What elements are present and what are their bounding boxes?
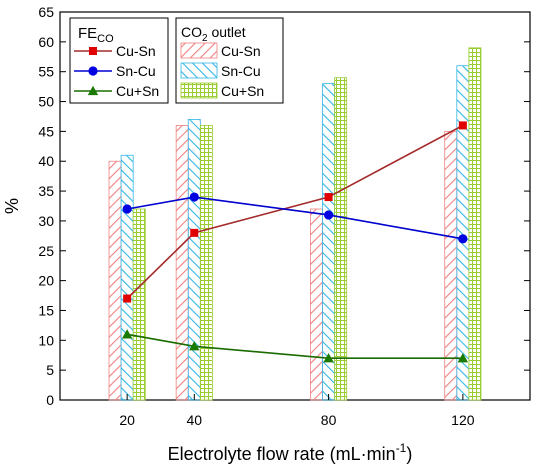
bar-cu-sn	[334, 77, 348, 401]
bar-cu-sn	[444, 130, 458, 401]
y-tick-label: 40	[38, 153, 54, 169]
bar-legend-swatch	[180, 62, 218, 79]
line-legend-box	[69, 17, 169, 104]
bar-cu-sn	[199, 125, 213, 401]
line-legend-marker	[88, 66, 98, 76]
line-legend-label: Cu+Sn	[116, 83, 159, 99]
point-cu-sn	[458, 121, 467, 130]
point-cu-sn	[121, 329, 133, 339]
line-legend-items: Cu-Sn Sn-Cu Cu+Sn	[74, 43, 159, 99]
bar-legend-title-sub: 2	[202, 33, 208, 44]
y-tick-label: 65	[38, 4, 54, 20]
y-tick-label: 45	[38, 123, 54, 139]
point-cu-sn	[189, 341, 200, 351]
line-layer	[121, 121, 469, 363]
bar-cu-sn	[310, 208, 323, 401]
point-sn-cu	[323, 210, 334, 220]
line-legend-marker	[87, 85, 99, 96]
y-tick-label: 20	[38, 273, 54, 289]
x-tick-label: 20	[119, 412, 135, 428]
y-tick-label: 30	[38, 213, 54, 229]
bar-legend-title-pre: CO	[181, 24, 202, 40]
line-sn-cu	[127, 196, 463, 240]
y-tick-label: 50	[38, 94, 54, 110]
point-sn-cu	[122, 204, 132, 214]
line-legend-title-main: FE	[78, 25, 97, 42]
line-legend-title: FECO	[78, 25, 114, 45]
point-sn-cu	[458, 234, 468, 244]
x-tick-label: 40	[186, 412, 202, 428]
point-cu-sn	[123, 294, 132, 303]
plot-frame	[59, 11, 531, 401]
x-axis-label-main: Electrolyte flow rate (mL·min	[168, 444, 396, 464]
bar-cu-sn	[132, 208, 146, 401]
bar-legend-swatch	[180, 82, 218, 99]
bar-sn-cu	[456, 65, 470, 401]
y-tick-label: 60	[38, 34, 54, 50]
y-tick-label: 55	[38, 64, 54, 80]
point-cu-sn	[323, 353, 334, 363]
y-tick-label: 10	[38, 332, 54, 348]
y-tick-label: 25	[38, 243, 54, 259]
point-cu-sn	[324, 193, 333, 202]
bar-cu-sn	[108, 160, 122, 401]
axes-layer: 0 5 10 15 20 25 30 35 40 45 50 55 60 65 20 40 80 120	[38, 4, 530, 428]
bar-legend-items: Cu-Sn Sn-Cu Cu+Sn	[180, 42, 264, 99]
y-tick-label: 35	[38, 183, 54, 199]
y-tick-label: 0	[46, 392, 54, 408]
bar-legend-title-post: outlet	[208, 24, 246, 40]
line-legend-title-sub: CO	[97, 33, 114, 45]
bar-sn-cu	[322, 83, 336, 401]
bar-legend-label: Cu+Sn	[221, 83, 264, 99]
line-legend-label: Cu-Sn	[116, 43, 156, 59]
x-axis-label-close: )	[406, 444, 412, 464]
bar-cu-sn	[468, 47, 482, 401]
bar-legend-label: Cu-Sn	[221, 43, 261, 59]
x-tick-label: 120	[451, 412, 475, 428]
bar-legend-title: CO2 outlet	[181, 24, 246, 44]
point-cu-sn	[457, 353, 469, 363]
line-legend-marker	[89, 47, 97, 55]
bar-sn-cu	[187, 119, 201, 401]
bar-legend-swatch	[180, 42, 218, 59]
x-tick-label: 80	[321, 412, 337, 428]
y-tick-label: 15	[38, 302, 54, 318]
bar-cu-sn	[175, 125, 189, 401]
line-cu-sn	[126, 124, 464, 300]
line-legend: FECO Cu-Sn Sn-Cu Cu+Sn	[69, 17, 169, 104]
y-tick-label: 5	[46, 362, 54, 378]
x-axis-label: Electrolyte flow rate (mL·min-1)	[168, 441, 413, 464]
x-axis-label-sup: -1	[396, 441, 407, 455]
line-legend-label: Sn-Cu	[116, 63, 156, 79]
point-sn-cu	[189, 192, 199, 202]
bar-layer	[108, 47, 482, 401]
bar-sn-cu	[120, 154, 134, 401]
bar-legend: CO2 outlet Cu-Sn Sn-Cu Cu+Sn	[175, 17, 284, 104]
y-axis-label: %	[2, 198, 22, 214]
point-cu-sn	[190, 228, 199, 237]
bar-legend-label: Sn-Cu	[221, 63, 261, 79]
line-cu-sn	[127, 333, 463, 360]
